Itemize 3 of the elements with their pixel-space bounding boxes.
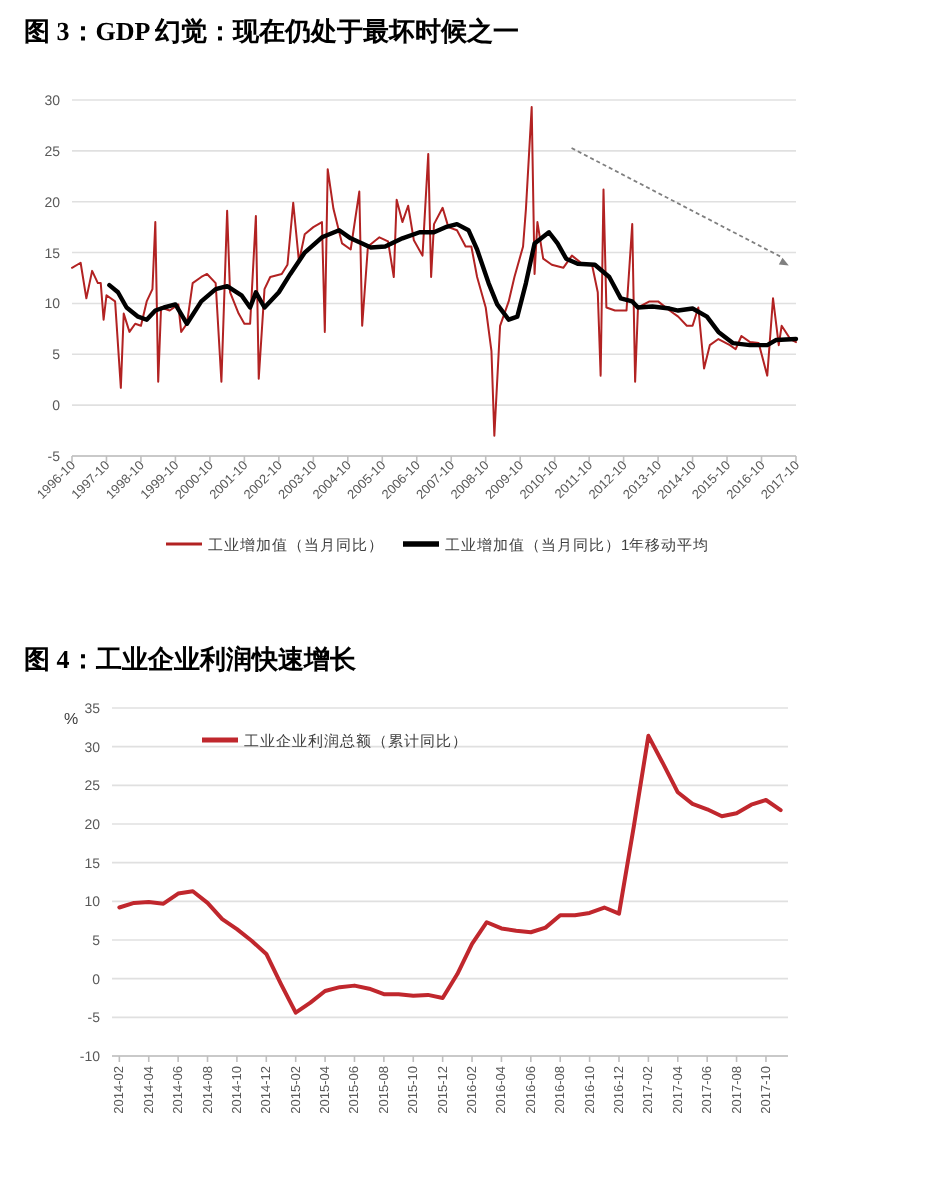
chart-title: 图 3：GDP 幻觉：现在仍处于最坏时候之一	[24, 16, 520, 46]
chart-title: 图 4：工业企业利润快速增长	[24, 644, 358, 674]
y-axis-title: %	[64, 710, 79, 728]
